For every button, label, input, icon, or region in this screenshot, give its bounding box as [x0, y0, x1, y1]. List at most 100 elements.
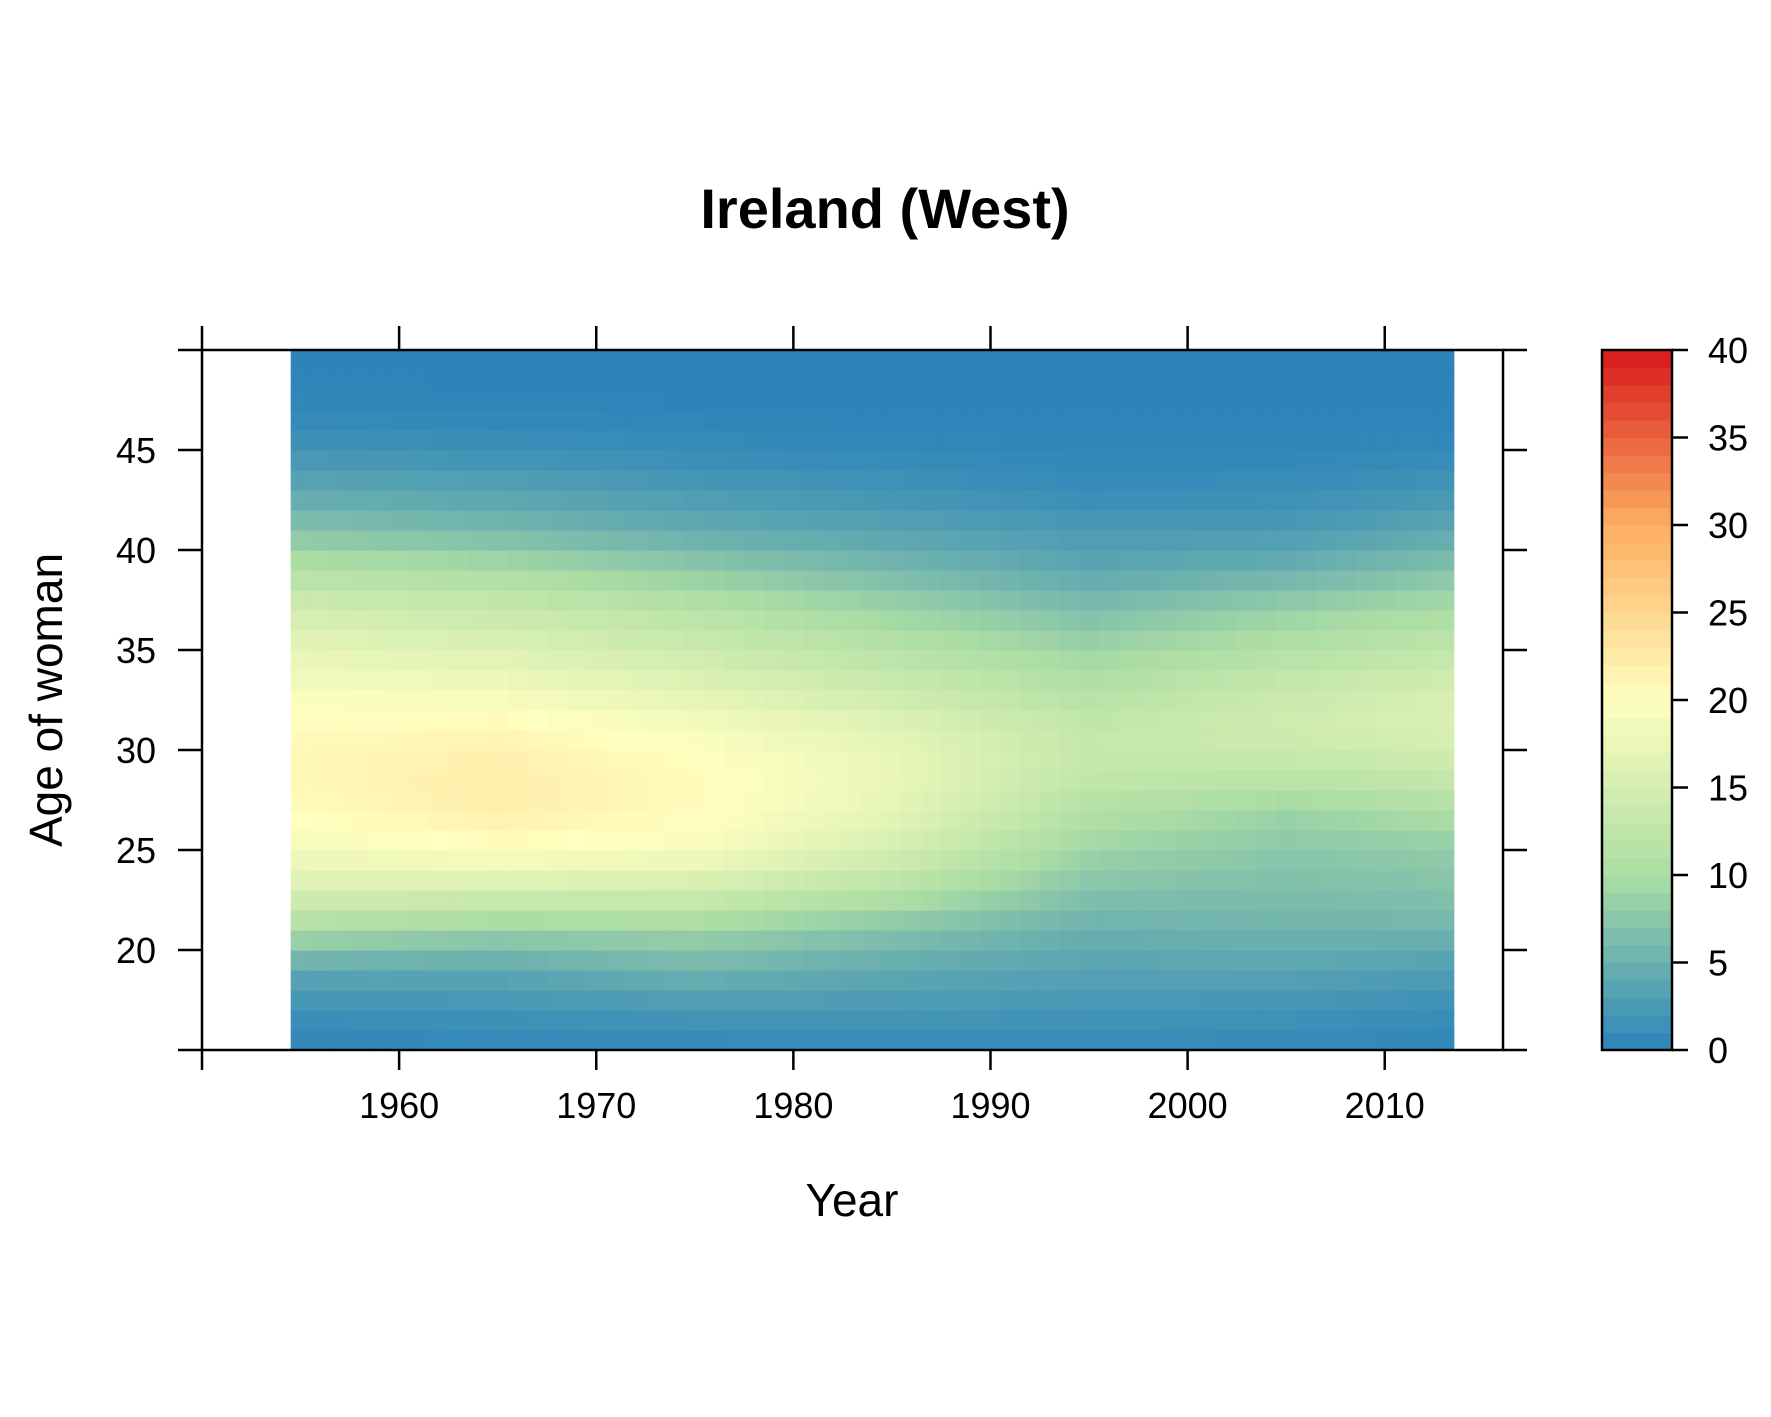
heatmap-cell — [1217, 830, 1238, 851]
heatmap-cell — [724, 930, 745, 951]
heatmap-cell — [783, 970, 804, 991]
heatmap-cell — [882, 770, 903, 791]
heatmap-cell — [428, 430, 449, 451]
heatmap-cell — [803, 390, 824, 411]
heatmap-cell — [901, 910, 923, 931]
heatmap-cell — [1118, 650, 1139, 671]
heatmap-cell — [645, 550, 666, 571]
heatmap-cell — [1374, 670, 1396, 691]
heatmap-cell — [980, 370, 1001, 391]
heatmap-cell — [1138, 350, 1159, 371]
heatmap-cell — [862, 750, 883, 771]
heatmap-cell — [783, 550, 804, 571]
heatmap-cell — [842, 550, 863, 571]
heatmap-cell — [546, 750, 568, 771]
colorbar-tick-label: 40 — [1708, 330, 1748, 371]
heatmap-cell — [724, 730, 745, 751]
heatmap-cell — [645, 930, 666, 951]
heatmap-cell — [803, 410, 824, 431]
heatmap-cell — [645, 990, 666, 1011]
heatmap-cell — [1039, 870, 1061, 891]
heatmap-cell — [1039, 450, 1061, 471]
heatmap-cell — [389, 710, 410, 731]
heatmap-cell — [408, 990, 430, 1011]
heatmap-cell — [1118, 610, 1139, 631]
heatmap-cell — [704, 470, 725, 491]
heatmap-cell — [1394, 690, 1415, 711]
heatmap-cell — [1414, 450, 1435, 471]
heatmap-cell — [960, 610, 982, 631]
heatmap-cell — [408, 410, 430, 431]
heatmap-cell — [625, 810, 647, 831]
heatmap-cell — [941, 950, 962, 971]
heatmap-cell — [1020, 470, 1041, 491]
heatmap-cell — [665, 490, 686, 511]
heatmap-cell — [941, 870, 962, 891]
heatmap-cell — [921, 590, 942, 611]
heatmap-cell — [1335, 1030, 1356, 1051]
heatmap-cell — [783, 470, 804, 491]
heatmap-cell — [1434, 610, 1455, 631]
heatmap-cell — [822, 1030, 844, 1051]
heatmap-cell — [1315, 550, 1337, 571]
heatmap-cell — [468, 790, 489, 811]
heatmap-cell — [448, 410, 469, 431]
heatmap-cell — [1079, 430, 1100, 451]
heatmap-cell — [527, 850, 548, 871]
heatmap-cell — [645, 970, 666, 991]
heatmap-cell — [1098, 510, 1120, 531]
heatmap-cell — [1217, 410, 1238, 431]
heatmap-cell — [1079, 470, 1100, 491]
heatmap-cell — [566, 610, 587, 631]
heatmap-cell — [1059, 670, 1080, 691]
heatmap-cell — [1256, 750, 1277, 771]
heatmap-cell — [960, 470, 982, 491]
heatmap-cell — [349, 990, 371, 1011]
heatmap-cell — [901, 470, 923, 491]
heatmap-cell — [724, 710, 745, 731]
heatmap-cell — [487, 610, 509, 631]
heatmap-cell — [389, 970, 410, 991]
heatmap-cell — [468, 970, 489, 991]
colorbar-tick-label: 35 — [1708, 418, 1748, 459]
heatmap-cell — [1138, 750, 1159, 771]
heatmap-cell — [369, 670, 390, 691]
heatmap-cell — [1118, 830, 1139, 851]
heatmap-cell — [349, 390, 371, 411]
heatmap-cell — [586, 570, 607, 591]
heatmap-cell — [1098, 370, 1120, 391]
heatmap-cell — [1335, 710, 1356, 731]
heatmap-cell — [1355, 970, 1376, 991]
heatmap-cell — [1000, 830, 1021, 851]
heatmap-cell — [1118, 570, 1139, 591]
heatmap-cell — [1434, 1030, 1455, 1051]
heatmap-cell — [1000, 550, 1021, 571]
heatmap-cell — [625, 850, 647, 871]
heatmap-cell — [665, 450, 686, 471]
heatmap-cell — [1000, 450, 1021, 471]
heatmap-cell — [862, 770, 883, 791]
heatmap-cell — [310, 1030, 331, 1051]
heatmap-cell — [1197, 850, 1218, 871]
heatmap-cell — [1000, 990, 1021, 1011]
heatmap-cell — [645, 350, 666, 371]
colorbar-swatch — [1602, 735, 1672, 754]
heatmap-cell — [487, 570, 509, 591]
colorbar-swatch — [1602, 700, 1672, 719]
heatmap-cell — [783, 990, 804, 1011]
heatmap-cell — [428, 470, 449, 491]
heatmap-cell — [921, 650, 942, 671]
colorbar-tick-label: 30 — [1708, 505, 1748, 546]
heatmap-cell — [507, 890, 528, 911]
heatmap-cell — [1138, 410, 1159, 431]
y-tick-label: 25 — [116, 830, 156, 871]
heatmap-cell — [1177, 910, 1199, 931]
heatmap-cell — [960, 950, 982, 971]
heatmap-cell — [901, 850, 923, 871]
heatmap-cell — [1256, 850, 1277, 871]
heatmap-cell — [1118, 1030, 1139, 1051]
heatmap-cell — [1414, 790, 1435, 811]
heatmap-cell — [822, 970, 844, 991]
heatmap-cell — [1296, 550, 1317, 571]
heatmap-cell — [803, 730, 824, 751]
